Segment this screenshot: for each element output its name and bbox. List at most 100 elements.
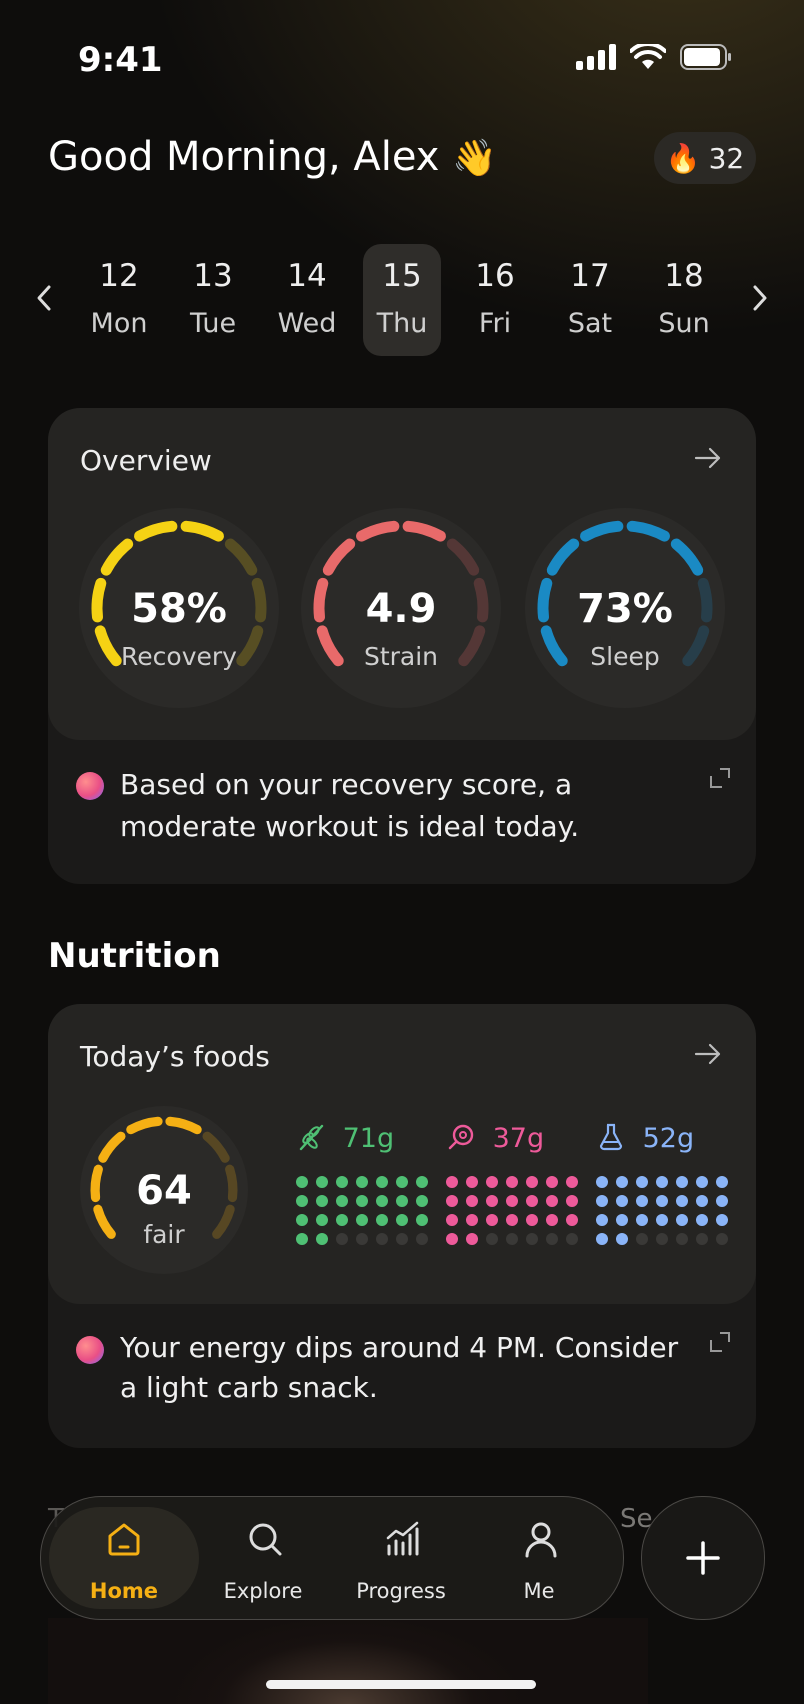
- arrow-right-icon[interactable]: [694, 1036, 722, 1074]
- strain-ring[interactable]: 4.9 Strain: [301, 508, 501, 708]
- chevron-left-icon[interactable]: [24, 284, 64, 320]
- food-score-ring[interactable]: 64 fair: [80, 1106, 248, 1274]
- recovery-value: 58%: [131, 586, 227, 632]
- overview-card[interactable]: Overview 58% Recovery 4.9 Strain 73% Sle…: [48, 408, 756, 884]
- macro-dot: [466, 1233, 478, 1245]
- fat-dots: [596, 1176, 728, 1245]
- ring-segment: [100, 538, 134, 576]
- ring-segment: [126, 1116, 163, 1135]
- tab-explore[interactable]: Explore: [203, 1497, 323, 1619]
- macro-dot: [336, 1195, 348, 1207]
- macro-dot: [376, 1214, 388, 1226]
- ring-segment: [580, 520, 624, 542]
- chevron-right-icon[interactable]: [740, 284, 780, 320]
- ring-segment: [546, 538, 580, 576]
- recovery-ring[interactable]: 58% Recovery: [79, 508, 279, 708]
- day-thu-selected[interactable]: 15 Thu: [363, 244, 441, 356]
- ring-segment: [94, 625, 122, 667]
- recovery-progress-arc: [91, 520, 267, 667]
- macro-dot: [676, 1233, 688, 1245]
- expand-icon[interactable]: [708, 1330, 732, 1360]
- ring-segment: [236, 625, 264, 667]
- protein-dots: [446, 1176, 578, 1245]
- arrow-right-icon[interactable]: [694, 440, 722, 478]
- day-tue[interactable]: 13 Tue: [174, 244, 252, 356]
- macro-dot: [596, 1214, 608, 1226]
- macro-dot: [466, 1176, 478, 1188]
- sleep-ring[interactable]: 73% Sleep: [525, 508, 725, 708]
- status-time: 9:41: [78, 40, 163, 80]
- macro-dot: [676, 1195, 688, 1207]
- macro-dot: [356, 1214, 368, 1226]
- macro-dot: [416, 1214, 428, 1226]
- day-fri[interactable]: 16 Fri: [456, 244, 534, 356]
- chart-icon: [386, 1521, 419, 1556]
- macro-dot: [696, 1233, 708, 1245]
- protein-amount: 37g: [492, 1123, 545, 1154]
- ring-segment: [446, 538, 480, 576]
- person-icon: [525, 1522, 557, 1558]
- tab-me[interactable]: Me: [479, 1497, 599, 1619]
- day-weekday: Mon: [90, 308, 148, 339]
- ai-orb-icon: [76, 772, 104, 800]
- day-sat[interactable]: 17 Sat: [551, 244, 629, 356]
- fat-amount: 52g: [642, 1123, 695, 1154]
- ring-segment: [165, 1116, 202, 1135]
- macro-dot: [316, 1176, 328, 1188]
- macro-dot: [636, 1214, 648, 1226]
- day-number: 18: [664, 258, 704, 294]
- day-wed[interactable]: 14 Wed: [268, 244, 346, 356]
- macro-dot: [356, 1233, 368, 1245]
- day-weekday: Fri: [478, 308, 512, 339]
- ring-segment: [356, 520, 400, 542]
- meat-icon: [448, 1124, 474, 1150]
- overview-title: Overview: [80, 444, 212, 477]
- macro-dot: [506, 1195, 518, 1207]
- macro-dot: [296, 1176, 308, 1188]
- macro-dot: [446, 1176, 458, 1188]
- macro-dot: [566, 1176, 578, 1188]
- macro-dot: [336, 1214, 348, 1226]
- macro-dot: [506, 1214, 518, 1226]
- greeting-title: Good Morning, Alex 👋: [48, 134, 497, 180]
- signal-icon: [576, 44, 616, 70]
- macro-dot: [416, 1195, 428, 1207]
- tab-home-label: Home: [89, 1579, 159, 1603]
- macro-dot: [296, 1195, 308, 1207]
- expand-icon[interactable]: [708, 766, 732, 796]
- macro-dot: [396, 1214, 408, 1226]
- wheat-icon: [299, 1124, 324, 1151]
- macro-dot: [616, 1233, 628, 1245]
- macro-dot: [356, 1195, 368, 1207]
- nutrition-card[interactable]: Today’s foods 64 fair 71g: [48, 1004, 756, 1448]
- tab-progress[interactable]: Progress: [341, 1497, 461, 1619]
- ring-segment: [458, 625, 486, 667]
- sleep-progress-arc: [537, 520, 713, 667]
- tab-progress-label: Progress: [356, 1579, 446, 1603]
- macro-dot: [296, 1233, 308, 1245]
- carbs-amount: 71g: [342, 1123, 395, 1154]
- macro-dot: [716, 1214, 728, 1226]
- macro-dot: [316, 1214, 328, 1226]
- ai-orb-icon: [76, 1336, 104, 1364]
- workout-image-preview: [48, 1618, 648, 1704]
- macro-dot: [656, 1233, 668, 1245]
- streak-badge[interactable]: 🔥 32: [654, 132, 756, 184]
- macro-dot: [596, 1233, 608, 1245]
- tab-home[interactable]: Home: [49, 1507, 199, 1609]
- macro-dot: [376, 1233, 388, 1245]
- macro-dot: [616, 1195, 628, 1207]
- ring-segment: [626, 520, 670, 542]
- ring-segment: [682, 625, 710, 667]
- day-mon[interactable]: 12 Mon: [80, 244, 158, 356]
- add-button[interactable]: [641, 1496, 765, 1620]
- macro-dot: [486, 1233, 498, 1245]
- wave-emoji: 👋: [452, 138, 498, 179]
- macro-dot: [696, 1214, 708, 1226]
- ring-segment: [316, 625, 344, 667]
- ring-segment: [93, 1204, 116, 1239]
- home-icon: [108, 1523, 140, 1556]
- macro-dot: [616, 1214, 628, 1226]
- day-sun[interactable]: 18 Sun: [645, 244, 723, 356]
- macro-dot: [526, 1233, 538, 1245]
